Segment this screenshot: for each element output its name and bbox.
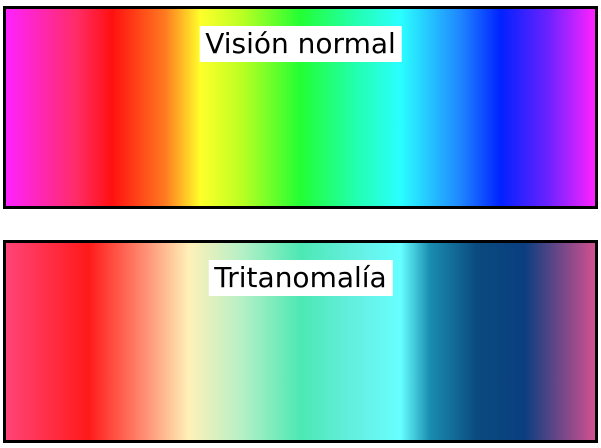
tritanomaly-label: Tritanomalía	[208, 260, 393, 296]
tritanomaly-spectrum: Tritanomalía	[3, 240, 598, 443]
normal-vision-label: Visión normal	[199, 26, 402, 62]
normal-vision-spectrum: Visión normal	[3, 6, 598, 209]
